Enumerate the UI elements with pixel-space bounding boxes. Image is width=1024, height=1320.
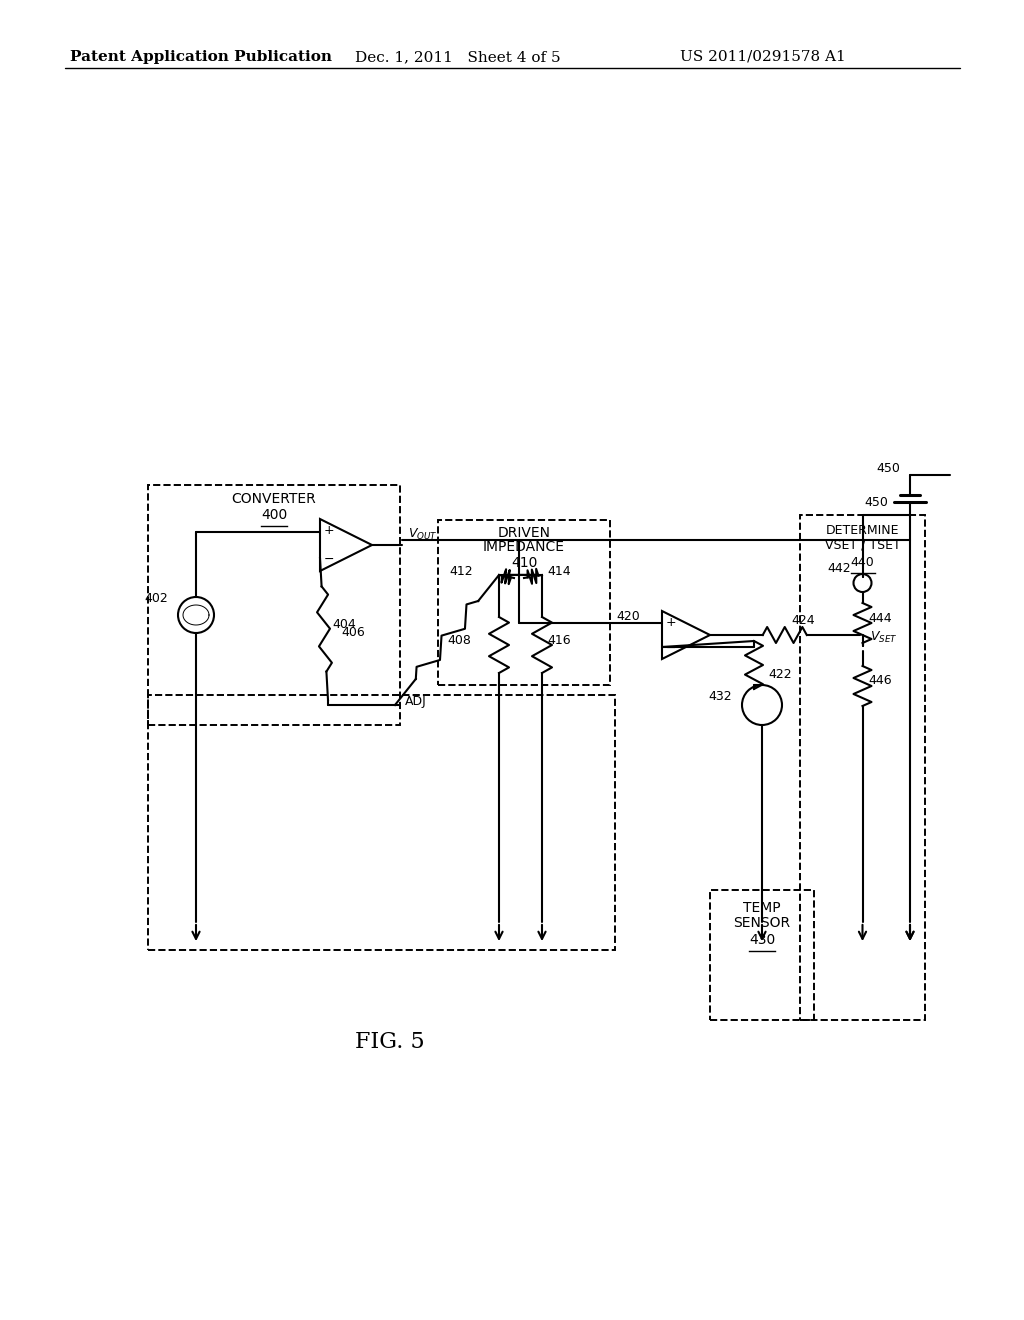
Bar <box>710 890 814 1020</box>
Text: $V_{OUT}$: $V_{OUT}$ <box>408 527 438 543</box>
Text: 416: 416 <box>547 634 570 647</box>
Text: 442: 442 <box>826 562 851 576</box>
Text: −: − <box>324 553 334 565</box>
Text: DRIVEN: DRIVEN <box>498 525 551 540</box>
Text: ADJ: ADJ <box>406 694 427 708</box>
Text: +: + <box>666 615 676 628</box>
Text: DETERMINE: DETERMINE <box>825 524 899 536</box>
Text: CONVERTER: CONVERTER <box>231 492 316 506</box>
Text: $V_{SET}$: $V_{SET}$ <box>870 630 898 644</box>
Text: 420: 420 <box>616 610 640 623</box>
Text: 404: 404 <box>332 618 356 631</box>
Text: US 2011/0291578 A1: US 2011/0291578 A1 <box>680 50 846 63</box>
Text: 430: 430 <box>749 933 775 946</box>
Text: TEMP: TEMP <box>743 902 781 915</box>
Text: +: + <box>324 524 334 537</box>
Text: Dec. 1, 2011   Sheet 4 of 5: Dec. 1, 2011 Sheet 4 of 5 <box>355 50 560 63</box>
Text: IMPEDANCE: IMPEDANCE <box>483 540 565 554</box>
Text: 450: 450 <box>864 496 888 510</box>
Text: 406: 406 <box>341 626 365 639</box>
Text: FIG. 5: FIG. 5 <box>355 1031 425 1053</box>
Text: SENSOR: SENSOR <box>733 916 791 931</box>
Text: 424: 424 <box>791 615 814 627</box>
Text: 414: 414 <box>547 565 570 578</box>
Bar <box>800 515 925 1020</box>
Bar <box>438 520 610 685</box>
Text: 402: 402 <box>144 593 168 606</box>
Text: 444: 444 <box>868 611 892 624</box>
Text: VSET / TSET: VSET / TSET <box>824 539 900 552</box>
Text: 410: 410 <box>511 556 538 570</box>
Text: 408: 408 <box>447 634 471 647</box>
Text: 446: 446 <box>868 675 892 688</box>
Text: 422: 422 <box>768 668 792 681</box>
Bar <box>148 696 615 950</box>
Text: −: − <box>666 642 676 655</box>
Text: 400: 400 <box>261 508 287 521</box>
Text: 450: 450 <box>877 462 900 474</box>
Text: 412: 412 <box>450 565 473 578</box>
Text: 432: 432 <box>709 690 732 704</box>
Text: Patent Application Publication: Patent Application Publication <box>70 50 332 63</box>
Bar <box>148 484 400 725</box>
Text: 440: 440 <box>851 556 874 569</box>
